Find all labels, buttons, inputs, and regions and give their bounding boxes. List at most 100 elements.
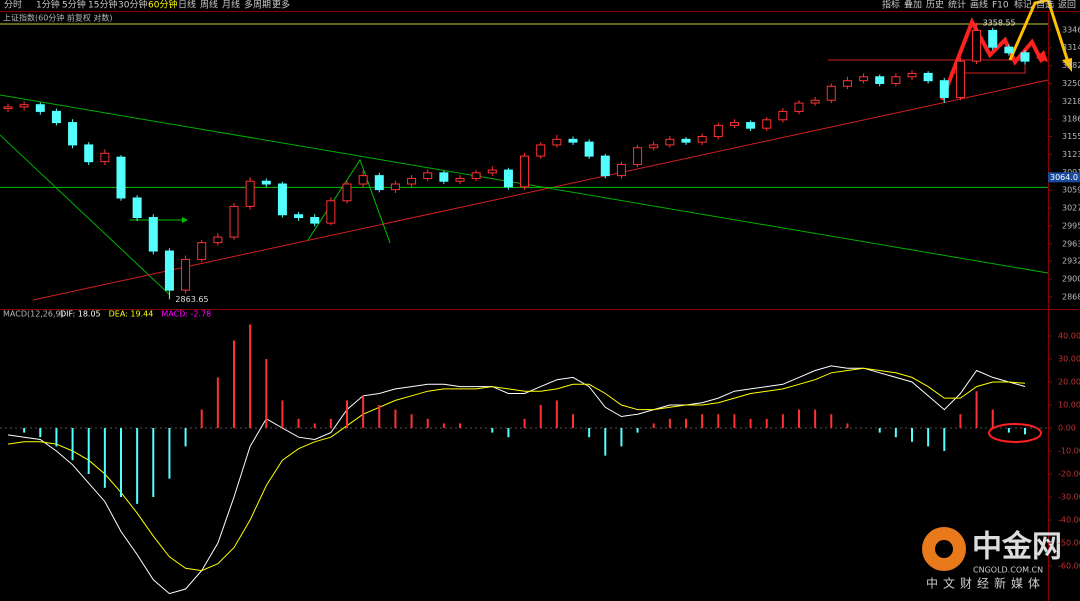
y-tick-label: 2868 <box>1062 292 1080 301</box>
y-tick-label: 10.00 <box>1058 401 1080 410</box>
y-tick-label: 40.00 <box>1058 331 1080 340</box>
candle-body <box>310 217 320 224</box>
toolbar-tab[interactable]: 30分钟 <box>118 0 147 11</box>
candle-body <box>1020 52 1030 62</box>
y-tick-label: 3282 <box>1062 61 1080 70</box>
toolbar-button[interactable]: 统计 <box>948 0 966 11</box>
logo <box>935 540 953 558</box>
y-tick-label: 3091 <box>1062 168 1080 177</box>
toolbar-tab[interactable]: 周线 <box>200 0 218 11</box>
y-tick-label: 2932 <box>1062 257 1080 266</box>
candle-body <box>35 104 45 112</box>
candle-body <box>407 177 417 185</box>
y-tick-label: -20.00 <box>1058 470 1080 479</box>
toolbar-button[interactable]: 叠加 <box>904 0 922 11</box>
candle-body <box>148 217 158 252</box>
candle-body <box>197 242 207 260</box>
y-tick-label: 3346 <box>1062 25 1080 34</box>
legend-entry: DEA: 19.44 <box>109 310 154 319</box>
candle-body <box>600 155 610 177</box>
y-tick-label: -50.00 <box>1058 539 1080 548</box>
y-tick-label: 3027 <box>1062 204 1080 213</box>
candle-body <box>568 138 578 143</box>
toolbar-button[interactable]: 自选 <box>1036 0 1054 11</box>
candle-body <box>972 29 982 62</box>
candle-body <box>875 76 885 84</box>
toolbar-tab[interactable]: 60分钟 <box>148 0 177 11</box>
y-tick-label: 30.00 <box>1058 354 1080 363</box>
forecast-arrow <box>1008 0 1070 63</box>
candle-body <box>503 169 513 188</box>
candle-body <box>891 76 901 84</box>
slogan: 中文财经新媒体 <box>926 576 1045 591</box>
candle-body <box>778 110 788 121</box>
candle-body <box>729 122 739 126</box>
candle-body <box>116 156 126 199</box>
candle-body <box>487 169 497 174</box>
y-tick-label: 3250 <box>1062 79 1080 88</box>
y-tick-label: 3186 <box>1062 115 1080 124</box>
arrow-line <box>307 158 391 244</box>
candle-body <box>100 152 110 163</box>
candle-body <box>907 72 917 78</box>
candle-body <box>294 214 304 219</box>
candle-body <box>84 144 94 163</box>
candle-body <box>181 258 191 291</box>
candle-body <box>326 200 336 224</box>
toolbar-button[interactable]: F10 <box>992 1 1009 11</box>
y-tick-label: 3123 <box>1062 150 1080 159</box>
candle-body <box>229 205 239 238</box>
y-tick-label: 2963 <box>1062 239 1080 248</box>
candle-body <box>955 60 965 98</box>
toolbar-tab[interactable]: 1分钟 <box>36 0 60 11</box>
toolbar-button[interactable]: 标记 <box>1014 0 1032 11</box>
legend-entry: DIF: 18.05 <box>60 310 101 319</box>
candle-body <box>164 250 174 291</box>
candle-body <box>132 197 142 219</box>
candle-body <box>520 155 530 188</box>
candle-body <box>358 175 368 185</box>
toolbar-tab[interactable]: 15分钟 <box>88 0 117 11</box>
y-tick-label: 3218 <box>1062 97 1080 106</box>
toolbar-tab[interactable]: 分时 <box>4 0 22 11</box>
candle-body <box>552 138 562 146</box>
candle-body <box>51 110 61 124</box>
toolbar-tab[interactable]: 日线 <box>178 0 196 11</box>
macd-line <box>7 365 1026 595</box>
candle-body <box>616 163 626 177</box>
candle-body <box>455 177 465 182</box>
toolbar-button[interactable]: 返回 <box>1058 0 1076 11</box>
toolbar-button[interactable]: 指标 <box>882 0 900 11</box>
candle-body <box>923 72 933 82</box>
toolbar-tab[interactable]: 多周期 <box>244 0 271 11</box>
toolbar-button[interactable]: 画线 <box>970 0 988 11</box>
toolbar-button[interactable]: 历史 <box>926 0 944 11</box>
toolbar-tab[interactable]: 更多 <box>272 0 290 11</box>
highlight-ellipse <box>988 423 1042 443</box>
candle-body <box>794 102 804 112</box>
arrow-head <box>1036 50 1048 62</box>
panel-title: 上证指数(60分钟 前复权 对数) <box>3 13 113 23</box>
candle-body <box>810 99 820 104</box>
candle-body <box>68 122 78 146</box>
candle-body <box>471 172 481 179</box>
candle-body <box>439 172 449 182</box>
extreme-label: 2863.65 <box>175 295 208 304</box>
y-tick-label: -60.00 <box>1058 562 1080 571</box>
toolbar-tab[interactable]: 月线 <box>222 0 240 11</box>
panel-title: MACD(12,26,9) <box>3 310 64 319</box>
candle-body <box>681 138 691 143</box>
price-label-box <box>1048 172 1080 183</box>
forecast-arrow <box>940 17 1044 101</box>
toolbar-tab[interactable]: 5分钟 <box>62 0 86 11</box>
candle-body <box>19 104 29 108</box>
extreme-label: 3358.55 <box>983 18 1016 27</box>
candle-body <box>536 144 546 157</box>
domain: CNGOLD.COM.CN <box>973 566 1043 575</box>
candle-body <box>859 76 869 82</box>
arrow-head <box>182 217 188 223</box>
candle-body <box>762 119 772 129</box>
candle-body <box>213 236 223 244</box>
